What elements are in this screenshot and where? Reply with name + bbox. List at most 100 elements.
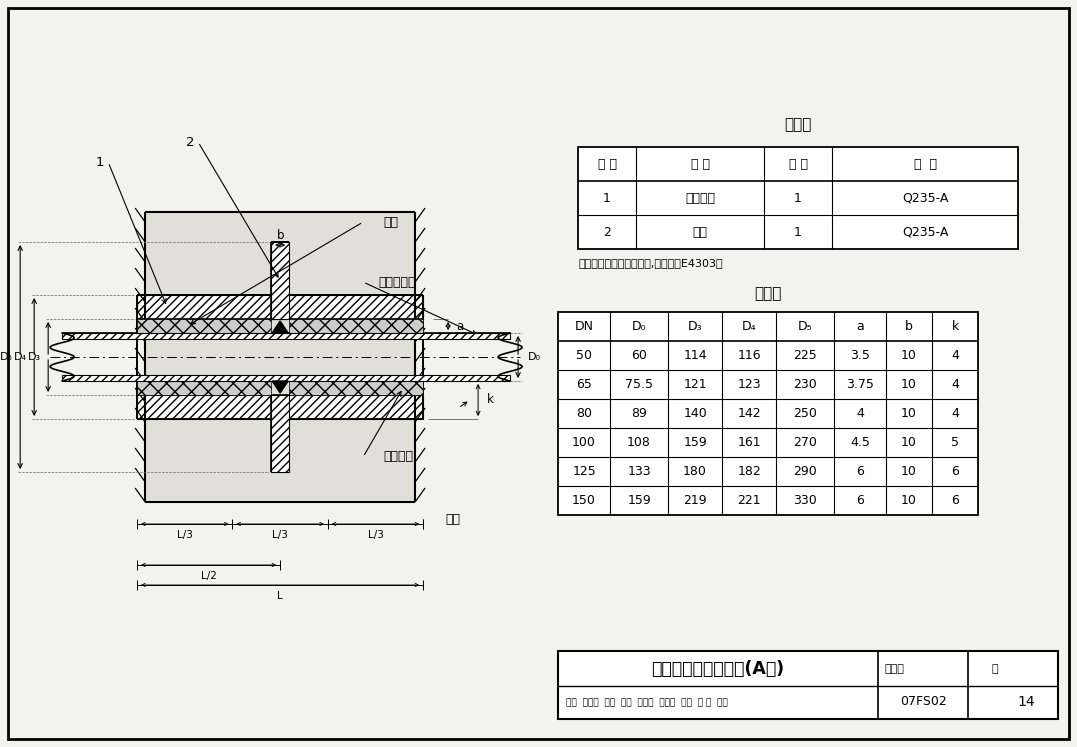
Text: 10: 10 (901, 465, 917, 478)
Text: D₅: D₅ (0, 352, 13, 362)
Bar (137, 295, 423, 319)
Text: 330: 330 (793, 494, 817, 507)
Bar (137, 381, 271, 395)
Polygon shape (272, 381, 289, 393)
Text: 材  料: 材 料 (913, 158, 937, 170)
Text: 230: 230 (793, 378, 817, 391)
Bar (137, 395, 423, 419)
Text: 1: 1 (794, 191, 802, 205)
Text: D₀: D₀ (528, 352, 541, 362)
Text: 161: 161 (738, 436, 760, 449)
Text: 页: 页 (992, 663, 998, 674)
Text: D₀: D₀ (632, 320, 646, 333)
Text: D₄: D₄ (14, 352, 27, 362)
Text: 1: 1 (603, 191, 611, 205)
Text: 50: 50 (576, 349, 592, 362)
Polygon shape (272, 321, 289, 333)
Text: 钢塑复合管: 钢塑复合管 (378, 276, 416, 288)
Text: 123: 123 (738, 378, 760, 391)
Bar (578, 147, 1018, 249)
Text: L/2: L/2 (200, 571, 216, 581)
Text: 图集号: 图集号 (884, 663, 904, 674)
Text: L/3: L/3 (367, 530, 383, 540)
Text: 6: 6 (951, 465, 959, 478)
Text: D₄: D₄ (742, 320, 756, 333)
Text: L/3: L/3 (177, 530, 193, 540)
Text: 翼环: 翼环 (693, 226, 708, 238)
Text: 1: 1 (794, 226, 802, 238)
Text: 编 号: 编 号 (598, 158, 616, 170)
Bar (271, 395, 289, 472)
Text: 10: 10 (901, 378, 917, 391)
Text: 100: 100 (572, 436, 596, 449)
Text: 121: 121 (683, 378, 707, 391)
Text: 3.75: 3.75 (847, 378, 873, 391)
Text: 182: 182 (737, 465, 761, 478)
Text: 142: 142 (738, 407, 760, 420)
Text: 尺寸表: 尺寸表 (754, 287, 782, 302)
Text: L: L (277, 591, 283, 601)
Text: 80: 80 (576, 407, 592, 420)
Text: 60: 60 (631, 349, 647, 362)
Bar (145, 357, 415, 502)
Text: 材料表: 材料表 (784, 117, 812, 132)
Bar (558, 312, 978, 515)
Text: a: a (856, 320, 864, 333)
Text: 外墙: 外墙 (445, 513, 460, 527)
Text: D₃: D₃ (28, 352, 41, 362)
Bar (62, 375, 510, 381)
Text: 250: 250 (793, 407, 817, 420)
Text: 5: 5 (951, 436, 959, 449)
Text: 150: 150 (572, 494, 596, 507)
Text: 125: 125 (572, 465, 596, 478)
Text: 114: 114 (683, 349, 707, 362)
Text: D₅: D₅ (798, 320, 812, 333)
Text: D₃: D₃ (688, 320, 702, 333)
Text: 2: 2 (603, 226, 611, 238)
Text: 4: 4 (951, 378, 959, 391)
Text: k: k (951, 320, 959, 333)
Text: 2: 2 (186, 135, 194, 149)
Text: 审核  许为民  沪城  校对  庄德胜  压缩舱  设计  任 放  任放: 审核 许为民 沪城 校对 庄德胜 压缩舱 设计 任 放 任放 (567, 698, 728, 707)
Text: 10: 10 (901, 436, 917, 449)
Bar (137, 319, 271, 333)
Bar (271, 242, 289, 319)
Text: 石棉水泥: 石棉水泥 (383, 450, 414, 463)
Bar (558, 651, 1058, 719)
Text: 225: 225 (793, 349, 817, 362)
Text: 10: 10 (901, 407, 917, 420)
Text: b: b (277, 229, 284, 241)
Text: 6: 6 (856, 494, 864, 507)
Text: 油麻: 油麻 (383, 216, 398, 229)
Text: 10: 10 (901, 349, 917, 362)
Text: 180: 180 (683, 465, 707, 478)
Text: 75.5: 75.5 (625, 378, 653, 391)
Bar (145, 212, 415, 357)
Text: 1: 1 (96, 155, 104, 169)
Text: 133: 133 (627, 465, 651, 478)
Text: 6: 6 (856, 465, 864, 478)
Bar (289, 381, 423, 395)
Text: L/3: L/3 (272, 530, 288, 540)
Text: 159: 159 (683, 436, 707, 449)
Text: 名 称: 名 称 (690, 158, 710, 170)
Text: 4: 4 (856, 407, 864, 420)
Bar (289, 319, 423, 333)
Text: b: b (905, 320, 913, 333)
Text: 4.5: 4.5 (850, 436, 870, 449)
Text: 6: 6 (951, 494, 959, 507)
Text: DN: DN (574, 320, 593, 333)
Text: 159: 159 (627, 494, 651, 507)
Text: 65: 65 (576, 378, 592, 391)
Text: 89: 89 (631, 407, 647, 420)
Text: 10: 10 (901, 494, 917, 507)
Text: 07FS02: 07FS02 (899, 695, 947, 708)
Text: Q235-A: Q235-A (901, 191, 948, 205)
Text: 4: 4 (951, 349, 959, 362)
Bar (62, 333, 510, 339)
Text: 数 量: 数 量 (788, 158, 808, 170)
Text: 290: 290 (793, 465, 817, 478)
Text: 3.5: 3.5 (850, 349, 870, 362)
Text: 钢制套管: 钢制套管 (685, 191, 715, 205)
Text: Q235-A: Q235-A (901, 226, 948, 238)
